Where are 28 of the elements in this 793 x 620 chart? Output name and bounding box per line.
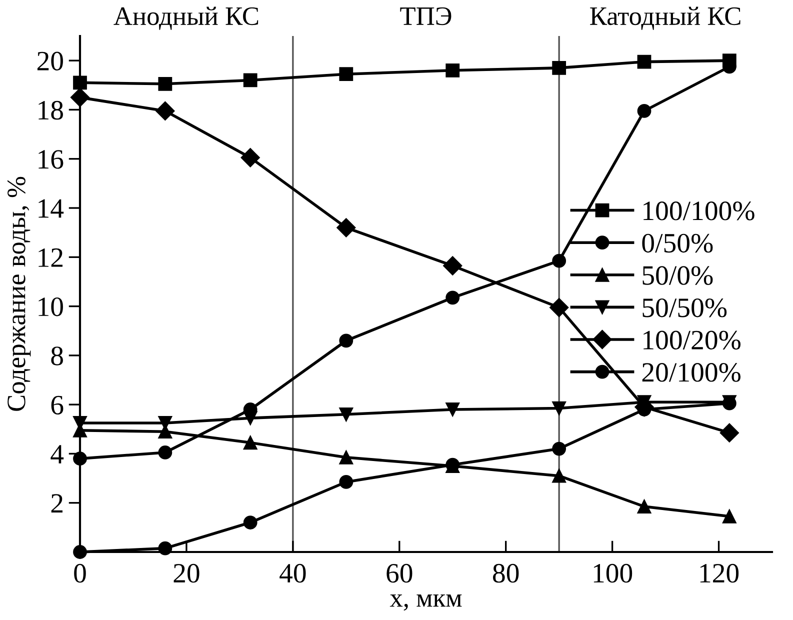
text: Анодный КС: [114, 6, 258, 30]
legend-label: 100/20%: [644, 330, 740, 350]
x-axis-title: x, мкм: [390, 594, 462, 611]
y-tick-label: 8: [51, 346, 63, 366]
x-tick-label: 40: [280, 564, 306, 583]
y-tick-label: 2: [51, 494, 62, 512]
text: ТПЭ: [400, 7, 452, 26]
y-tick-label: 10: [38, 297, 63, 316]
legend-label: 50/0%: [642, 266, 713, 285]
y-tick-label: 12: [38, 248, 62, 267]
x-tick-label: 120: [700, 564, 739, 583]
legend-label: 20/100%: [642, 363, 740, 382]
y-tick-label: 16: [38, 150, 64, 169]
y-axis-title: Содержание воды, %: [8, 176, 31, 411]
x-tick-label: 60: [386, 564, 412, 583]
legend-label: 0/50%: [642, 234, 713, 253]
y-tick-label: 18: [38, 100, 63, 120]
y-tick-label: 4: [50, 445, 64, 464]
legend-label: 100/100%: [644, 202, 754, 220]
y-tick-label: 14: [38, 199, 64, 218]
y-tick-label: 20: [37, 52, 63, 70]
legend-label: 50/50%: [642, 298, 727, 318]
x-tick-label: 80: [493, 564, 519, 583]
text: Катодный КС: [590, 6, 740, 30]
x-tick-label: 20: [174, 564, 200, 583]
x-tick-label: 100: [594, 564, 632, 583]
x-tick-label: 0: [74, 564, 86, 583]
y-tick-label: 6: [51, 396, 64, 414]
